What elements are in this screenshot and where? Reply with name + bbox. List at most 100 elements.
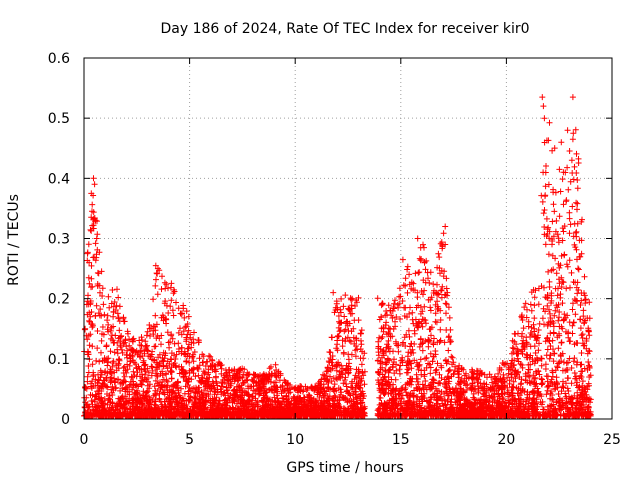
roti-point (531, 315, 538, 322)
roti-point (138, 342, 145, 349)
roti-point (85, 363, 92, 369)
roti-point (569, 136, 576, 143)
roti-point (559, 383, 566, 390)
roti-point (173, 299, 179, 306)
roti-point (161, 279, 168, 286)
roti-point (569, 203, 576, 210)
roti-point (573, 297, 579, 304)
roti-point (327, 349, 334, 356)
roti-point (178, 344, 185, 351)
roti-point (360, 355, 367, 362)
roti-point (577, 253, 584, 260)
roti-point (551, 208, 558, 215)
roti-point (88, 190, 95, 197)
roti-point (412, 270, 419, 277)
roti-point (416, 269, 423, 276)
roti-point (152, 312, 159, 319)
roti-point (103, 343, 110, 350)
roti-point (272, 361, 279, 368)
roti-point (549, 241, 555, 248)
roti-point (327, 373, 333, 380)
roti-point (177, 325, 183, 332)
roti-point (114, 346, 121, 353)
roti-point (404, 289, 411, 296)
roti-point (518, 362, 525, 368)
roti-point (574, 200, 581, 207)
roti-point (409, 316, 416, 323)
roti-point (544, 346, 551, 353)
roti-point (148, 372, 155, 379)
roti-point (531, 302, 538, 309)
roti-point (89, 361, 96, 368)
roti-point (539, 198, 546, 205)
roti-point (88, 262, 95, 269)
roti-point (341, 377, 348, 383)
roti-point (213, 373, 219, 380)
roti-point (152, 377, 159, 384)
roti-point (268, 363, 274, 370)
roti-point (149, 367, 156, 374)
roti-point (328, 334, 335, 341)
roti-point (420, 291, 426, 298)
roti-point (114, 286, 120, 293)
roti-point (143, 332, 150, 339)
roti-point (436, 254, 443, 261)
roti-point (89, 343, 96, 350)
scatter-points (81, 94, 594, 419)
roti-point (573, 199, 580, 206)
roti-point (154, 291, 161, 298)
roti-point (553, 217, 560, 224)
roti-point (98, 349, 104, 356)
roti-point (342, 292, 349, 299)
roti-point (427, 304, 434, 311)
roti-point (101, 311, 108, 318)
roti-point (124, 328, 131, 335)
roti-point (97, 374, 104, 381)
roti-point (84, 336, 91, 343)
roti-point (85, 241, 92, 248)
roti-point (165, 339, 172, 346)
roti-point (335, 324, 342, 331)
roti-point (442, 300, 449, 307)
roti-point (553, 270, 560, 277)
roti-point (85, 274, 92, 281)
roti-point (191, 329, 197, 336)
roti-point (170, 312, 177, 319)
roti-point (440, 230, 447, 237)
roti-point (575, 266, 582, 273)
roti-point (109, 389, 115, 396)
roti-point (558, 339, 565, 346)
roti-point (104, 317, 111, 324)
roti-point (570, 319, 577, 326)
roti-point (379, 333, 386, 340)
roti-point (185, 313, 192, 320)
roti-point (414, 294, 421, 301)
roti-point (94, 231, 101, 238)
roti-point (110, 303, 117, 310)
roti-point (569, 330, 576, 337)
roti-point (375, 338, 382, 345)
roti-point (518, 313, 525, 320)
roti-point (581, 273, 588, 280)
roti-point (527, 301, 534, 308)
roti-point (146, 385, 153, 392)
roti-point (150, 331, 157, 338)
roti-point (158, 286, 165, 293)
roti-point (574, 206, 580, 213)
roti-point (187, 334, 194, 341)
roti-point (555, 345, 562, 352)
roti-point (92, 376, 99, 383)
roti-point (567, 284, 573, 291)
roti-point (374, 295, 381, 302)
roti-point (331, 381, 338, 388)
roti-point (206, 352, 212, 359)
roti-point (186, 341, 192, 348)
roti-point (407, 304, 413, 311)
roti-point (345, 356, 352, 363)
roti-point (116, 327, 123, 334)
roti-point (138, 334, 145, 341)
roti-point (110, 358, 117, 365)
roti-point (143, 389, 150, 396)
roti-point (89, 201, 96, 208)
